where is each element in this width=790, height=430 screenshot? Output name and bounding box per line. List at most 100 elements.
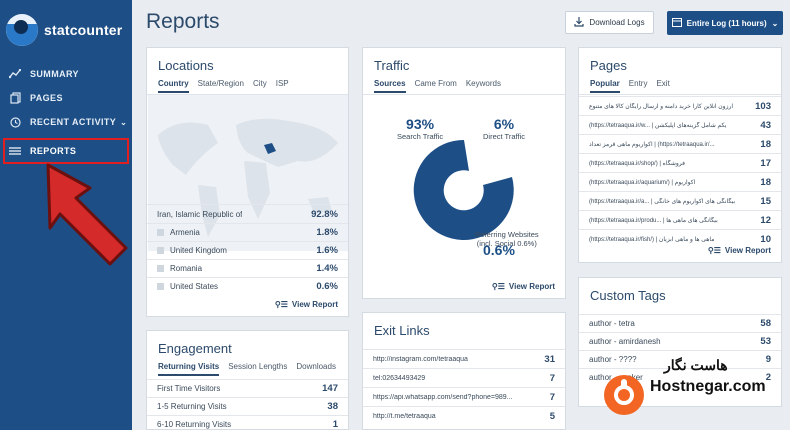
direct-traffic-label: 6% Direct Traffic <box>483 116 525 141</box>
locations-card: Locations Country State/Region City ISP … <box>146 47 349 317</box>
list-item[interactable]: author - ???? 9 <box>579 350 781 368</box>
list-item[interactable]: First Time Visitors 147 <box>147 379 348 397</box>
tab-exit[interactable]: Exit <box>656 79 670 88</box>
search-list-icon: ⚲☰ <box>491 282 505 291</box>
sidebar-item-label: REPORTS <box>30 146 77 156</box>
list-item[interactable]: Iran, Islamic Republic of 92.8% <box>147 204 348 223</box>
brand-logo[interactable]: statcounter <box>6 14 122 46</box>
pages-icon <box>8 91 22 105</box>
sidebar-item-pages[interactable]: PAGES <box>0 86 132 110</box>
tab-session-lengths[interactable]: Session Lengths <box>228 362 288 371</box>
list-item[interactable]: (https://tetraaqua.ir/w... | یکم شامل گز… <box>579 115 781 134</box>
list-item[interactable]: (https://tetraaqua.ir/shop/) | فروشگاه 17 <box>579 153 781 172</box>
list-item[interactable]: Armenia 1.8% <box>147 223 348 241</box>
engagement-tabs: Returning Visits Session Lengths Downloa… <box>158 362 336 376</box>
calendar-icon <box>671 17 682 29</box>
list-item[interactable]: (https://tetraaqua.ir/a... | بیگانگی های… <box>579 191 781 210</box>
tab-city[interactable]: City <box>252 79 267 88</box>
hostnegar-logo-icon <box>604 375 644 415</box>
checkbox-icon[interactable] <box>157 247 164 254</box>
list-item[interactable]: author - tetra 58 <box>579 314 781 332</box>
page-title: Reports <box>146 10 220 33</box>
sidebar-item-recent-activity[interactable]: RECENT ACTIVITY ⌄ <box>0 110 132 134</box>
pages-view-report-link[interactable]: ⚲☰ View Report <box>707 246 771 255</box>
list-item[interactable]: author - amirdanesh 53 <box>579 332 781 350</box>
list-item[interactable]: http://instagram.com/tetraaqua 31 <box>363 349 565 368</box>
watermark-en: Hostnegar.com <box>650 378 766 395</box>
log-range-label: Entire Log (11 hours) <box>686 18 767 28</box>
sidebar-item-summary[interactable]: SUMMARY <box>0 62 132 86</box>
pages-card: Pages Popular Entry Exit ارزون آنلاین کا… <box>578 47 782 263</box>
sidebar-item-reports[interactable]: REPORTS <box>3 138 129 164</box>
list-item[interactable]: (https://tetraaqua.ir/produ... | بیگانگی… <box>579 210 781 229</box>
tab-downloads[interactable]: Downloads <box>296 362 336 371</box>
list-item[interactable]: 6-10 Returning Visits 1 <box>147 415 348 430</box>
tab-keywords[interactable]: Keywords <box>465 79 501 88</box>
list-item[interactable]: Romania 1.4% <box>147 259 348 277</box>
checkbox-icon[interactable] <box>157 265 164 272</box>
traffic-pie-chart[interactable] <box>409 135 519 245</box>
referring-websites-label: Referring Websites (incl. Social 0.6%) <box>475 230 539 248</box>
traffic-view-report-link[interactable]: ⚲☰ View Report <box>491 282 555 291</box>
locations-list: Iran, Islamic Republic of 92.8% Armenia … <box>147 204 348 295</box>
tab-entry[interactable]: Entry <box>628 79 648 88</box>
list-icon <box>8 144 22 158</box>
list-item[interactable]: ارزون آنلاین کارا خرید دامنه و ارسال رای… <box>579 96 781 115</box>
clock-icon <box>8 115 22 129</box>
world-map[interactable] <box>148 95 348 251</box>
locations-view-report-link[interactable]: ⚲☰ View Report <box>274 300 338 309</box>
engagement-list: First Time Visitors 147 1-5 Returning Vis… <box>147 379 348 430</box>
engagement-title: Engagement <box>158 341 232 356</box>
sidebar-item-label: RECENT ACTIVITY <box>30 117 117 127</box>
chart-line-icon <box>8 67 22 81</box>
exit-links-title: Exit Links <box>374 323 430 338</box>
referring-websites-value: 0.6% <box>483 242 515 258</box>
tab-popular[interactable]: Popular <box>590 79 620 93</box>
engagement-card: Engagement Returning Visits Session Leng… <box>146 330 349 430</box>
list-item[interactable]: http://t.me/tetraaqua 5 <box>363 406 565 425</box>
custom-tags-title: Custom Tags <box>590 288 666 303</box>
download-logs-button[interactable]: Download Logs <box>565 11 654 34</box>
search-traffic-label: 93% Search Traffic <box>397 116 444 141</box>
search-list-icon: ⚲☰ <box>274 300 288 309</box>
pages-title: Pages <box>590 58 627 73</box>
traffic-title: Traffic <box>374 58 410 73</box>
log-range-dropdown[interactable]: Entire Log (11 hours) ⌄ <box>667 11 783 35</box>
sidebar: statcounter SUMMARY PAGES RECENT ACTIVIT… <box>0 0 132 430</box>
sidebar-item-label: SUMMARY <box>30 69 79 79</box>
list-item[interactable]: https://api.whatsapp.com/send?phone=989.… <box>363 387 565 406</box>
annotation-arrow-icon <box>46 163 128 266</box>
watermark-fa: هاست نگار <box>664 357 728 373</box>
list-item[interactable]: United Kingdom 1.6% <box>147 241 348 259</box>
traffic-tabs: Sources Came From Keywords <box>374 79 501 93</box>
exit-links-list: http://instagram.com/tetraaqua 31 tel:026… <box>363 349 565 425</box>
tab-came-from[interactable]: Came From <box>414 79 457 88</box>
custom-tags-list: author - tetra 58 author - amirdanesh 53 a… <box>579 314 781 386</box>
statcounter-logo-icon <box>6 14 38 46</box>
pages-tabs: Popular Entry Exit <box>590 79 670 93</box>
sidebar-item-label: PAGES <box>30 93 63 103</box>
checkbox-icon[interactable] <box>157 229 164 236</box>
download-icon <box>574 16 585 29</box>
search-list-icon: ⚲☰ <box>707 246 721 255</box>
locations-tabs: Country State/Region City ISP <box>158 79 289 93</box>
tab-returning-visits[interactable]: Returning Visits <box>158 362 220 376</box>
brand-name: statcounter <box>44 22 123 38</box>
list-item[interactable]: United States 0.6% <box>147 277 348 295</box>
tab-state-region[interactable]: State/Region <box>197 79 244 88</box>
pages-list: ارزون آنلاین کارا خرید دامنه و ارسال رای… <box>579 96 781 248</box>
list-item[interactable]: 1-5 Returning Visits 38 <box>147 397 348 415</box>
tab-sources[interactable]: Sources <box>374 79 406 93</box>
list-item[interactable]: (https://tetraaqua.ir/aquarium/) | آکوار… <box>579 172 781 191</box>
chevron-down-icon: ⌄ <box>771 18 779 28</box>
sidebar-nav: SUMMARY PAGES RECENT ACTIVITY ⌄ REPORTS <box>0 62 132 164</box>
checkbox-icon[interactable] <box>157 283 164 290</box>
locations-title: Locations <box>158 58 214 73</box>
list-item[interactable]: (https://tetraaqua.ir/fish/) | ماهی ها و… <box>579 229 781 248</box>
tab-country[interactable]: Country <box>158 79 189 93</box>
list-item[interactable]: tel:02634493429 7 <box>363 368 565 387</box>
exit-links-card: Exit Links http://instagram.com/tetraaqu… <box>362 312 566 430</box>
list-item[interactable]: آکواریوم ماهی قرمز تعداد | (https://tetr… <box>579 134 781 153</box>
chevron-down-icon: ⌄ <box>120 117 128 127</box>
tab-isp[interactable]: ISP <box>275 79 289 88</box>
